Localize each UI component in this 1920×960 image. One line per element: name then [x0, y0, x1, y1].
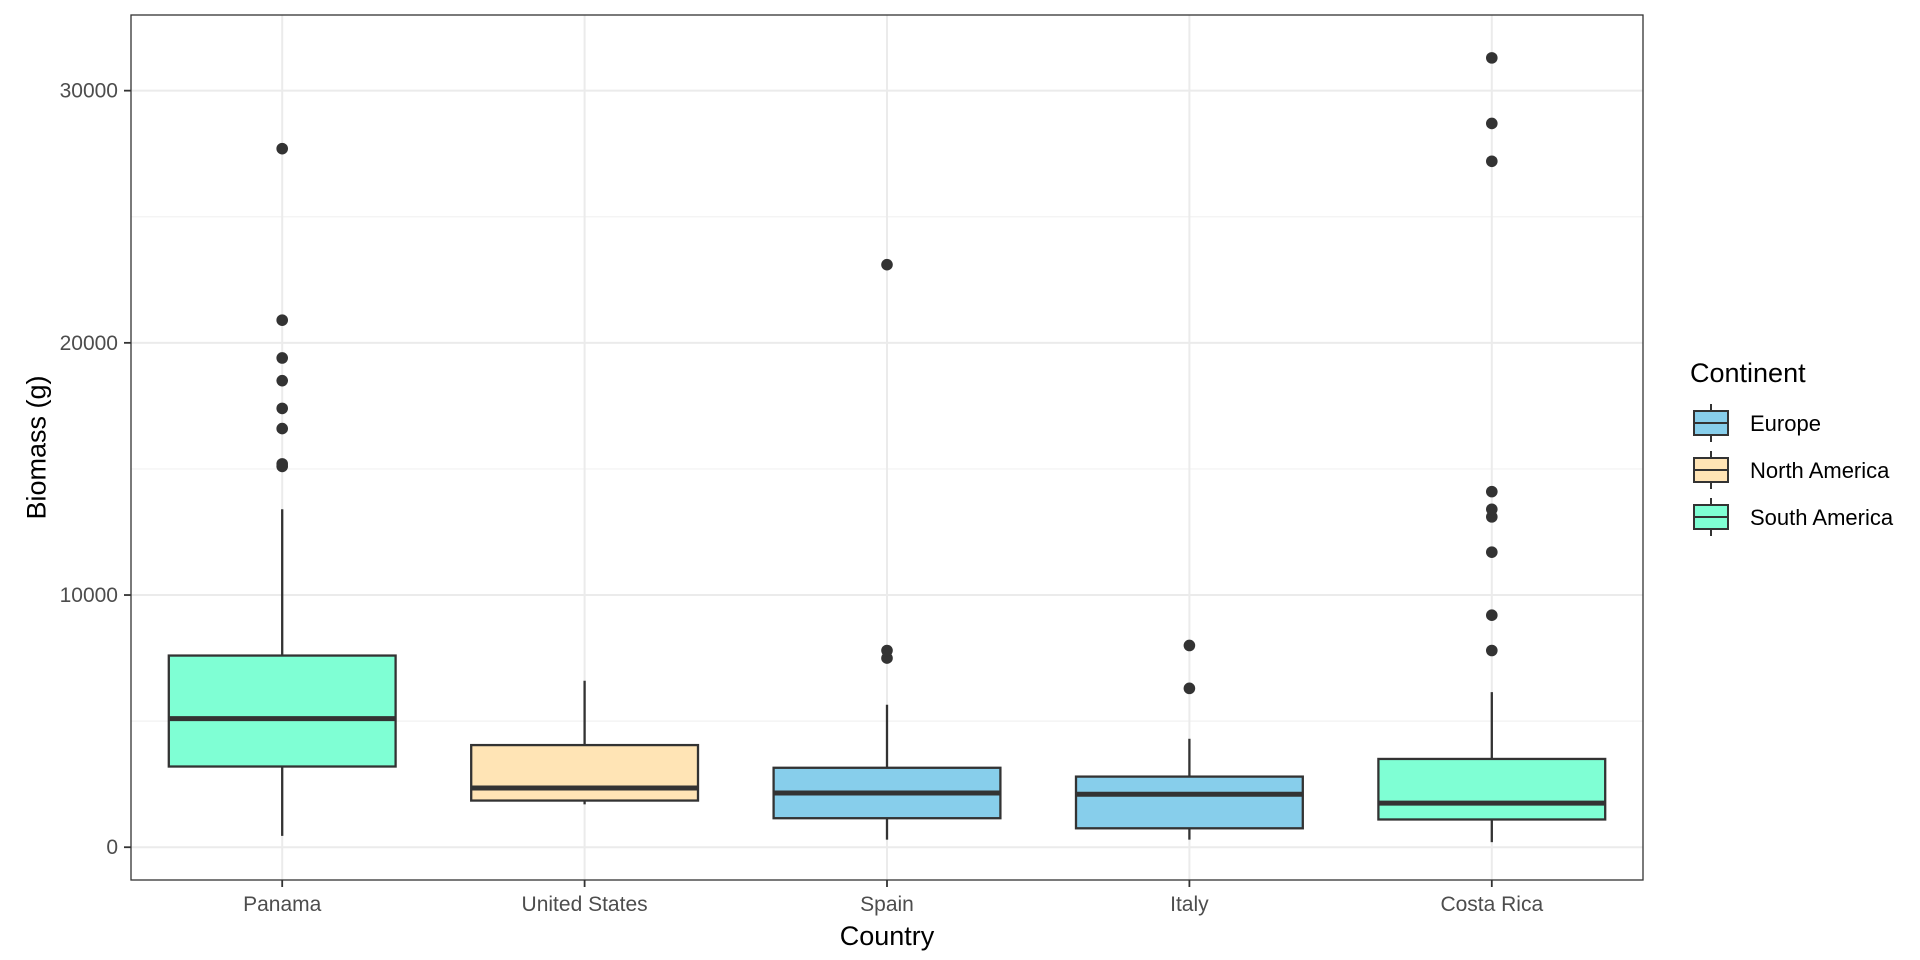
outlier-point: [276, 374, 289, 387]
outlier-point: [881, 258, 893, 271]
outlier-point: [1486, 52, 1498, 64]
legend-title: Continent: [1690, 358, 1806, 388]
outlier-point: [276, 314, 289, 326]
outlier-point: [1486, 546, 1498, 558]
box-iqr: [470, 743, 700, 802]
box-group-costa-rica: [1377, 52, 1607, 843]
x-axis-title: Country: [840, 921, 935, 951]
box-group-italy: [1074, 639, 1304, 840]
outlier-point: [1486, 485, 1498, 498]
outlier-point: [1486, 503, 1498, 516]
x-tick-label: Costa Rica: [1440, 893, 1543, 916]
legend-label-north-america: North America: [1750, 458, 1890, 483]
outlier-point: [1486, 117, 1498, 130]
y-tick-label: 30000: [60, 80, 118, 103]
box-iqr: [1074, 775, 1304, 830]
outlier-point: [1486, 155, 1498, 168]
y-tick-label: 20000: [60, 332, 118, 355]
x-tick-label: United States: [522, 893, 648, 916]
outlier-point: [276, 352, 289, 364]
box-group-united-states: [470, 680, 700, 805]
x-tick-label: Spain: [860, 893, 914, 916]
y-tick-label: 10000: [60, 584, 118, 607]
outlier-point: [276, 458, 289, 470]
outlier-point: [1183, 682, 1196, 695]
y-axis-title: Biomass (g): [21, 375, 51, 519]
axis-layer: 0 10000 20000 30000 Panama United States Spain…: [60, 80, 1544, 916]
box-iqr: [167, 654, 397, 768]
x-tick-label: Panama: [243, 893, 322, 916]
legend-label-south-america: South America: [1750, 505, 1894, 530]
y-tick-label: 0: [106, 836, 118, 859]
outlier-point: [276, 422, 289, 435]
outlier-point: [276, 142, 289, 155]
outlier-point: [1183, 639, 1196, 652]
box-group-spain: [772, 258, 1002, 840]
box-group-panama: [167, 142, 397, 836]
outlier-point: [881, 644, 893, 657]
box-layer: [167, 52, 1607, 843]
outlier-point: [1486, 644, 1498, 657]
box-iqr: [1377, 757, 1607, 821]
outlier-point: [1486, 609, 1498, 622]
outlier-point: [276, 402, 289, 415]
legend: Continent Europe North America South Ameri…: [1690, 358, 1894, 536]
legend-label-europe: Europe: [1750, 411, 1821, 436]
x-tick-label: Italy: [1170, 893, 1209, 916]
